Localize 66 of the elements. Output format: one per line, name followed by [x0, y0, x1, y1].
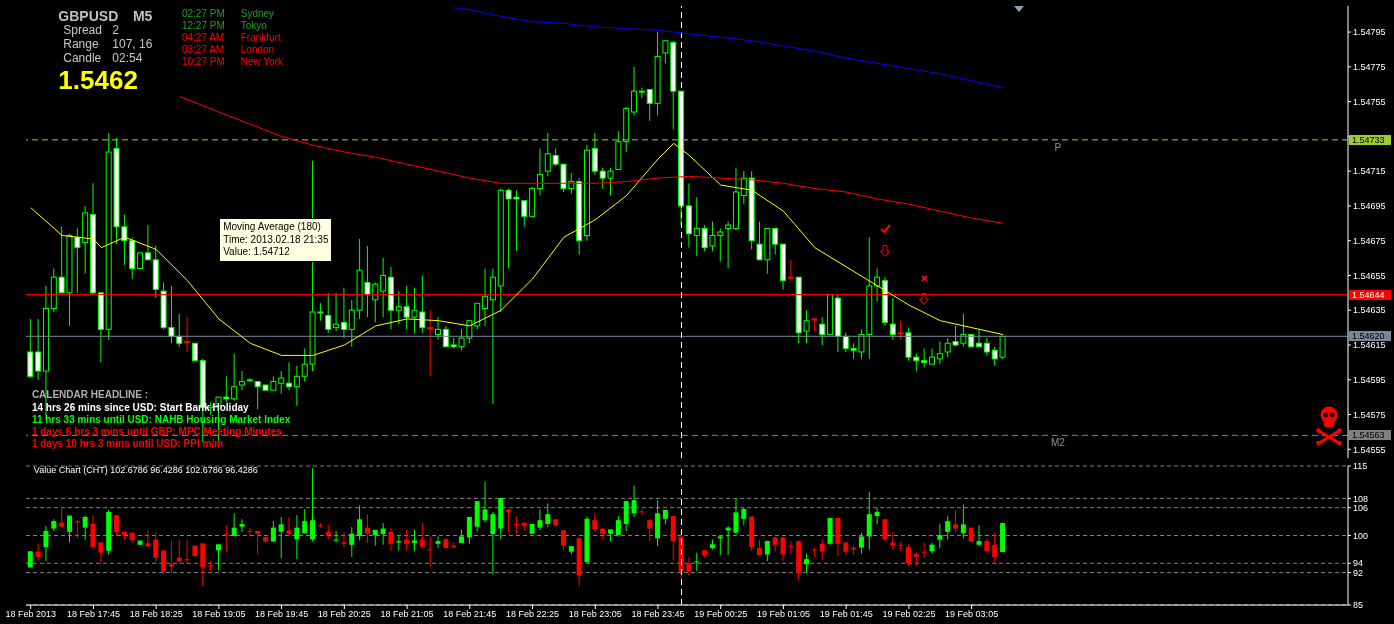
ref-line-label: 1.54644 — [1349, 289, 1391, 300]
annotation: Time: 2013.02.18 21:35 — [223, 233, 329, 246]
annotation: Tokyo — [240, 20, 267, 32]
y-tick-label: 1.54635 — [1353, 305, 1386, 316]
annotation: 1.5462 — [58, 65, 138, 96]
x-tick-label: 18 Feb 19:05 — [192, 609, 246, 620]
y-tick-label: 100 — [1353, 530, 1369, 541]
x-tick-label: 18 Feb 20:25 — [317, 609, 371, 620]
annotation: Spread — [63, 23, 102, 38]
x-tick-label: 18 Feb 21:05 — [380, 609, 434, 620]
ref-line-label: 1.54733 — [1349, 134, 1391, 145]
x-tick-label: 18 Feb 19:45 — [255, 609, 309, 620]
annotation: P — [1054, 141, 1062, 154]
y-tick-label: 94 — [1353, 558, 1364, 569]
y-tick-label: 1.54655 — [1353, 270, 1386, 281]
y-tick-label: 1.54755 — [1353, 96, 1386, 107]
annotation: Value: 1.54712 — [223, 246, 291, 259]
annotation: Range — [63, 37, 99, 52]
y-tick-label: 1.54595 — [1353, 374, 1386, 385]
annotation: 02:54 — [112, 51, 143, 66]
y-tick-label: 1.54555 — [1353, 444, 1386, 455]
y-tick-label: 108 — [1353, 493, 1369, 504]
x-tick-label: 18 Feb 18:25 — [129, 609, 183, 620]
annotation: M2 — [1050, 437, 1065, 449]
ref-line-label: 1.54563 — [1349, 430, 1391, 441]
x-tick-label: 19 Feb 01:45 — [819, 609, 873, 620]
x-tick-label: 19 Feb 02:25 — [882, 609, 936, 620]
y-tick-label: 1.54775 — [1353, 62, 1386, 73]
annotation: 04:27 AM — [181, 32, 225, 44]
y-tick-label: 1.54695 — [1353, 201, 1386, 212]
annotation: 107, 16 — [112, 37, 153, 52]
y-tick-label: 1.54795 — [1353, 27, 1386, 38]
annotation: New York — [240, 56, 284, 68]
x-tick-label: 19 Feb 01:05 — [756, 609, 810, 620]
y-tick-label: 1.54575 — [1353, 409, 1386, 420]
y-tick-label: 92 — [1353, 567, 1364, 578]
chart-title: Value Chart (CHT) 102.6786 96.4286 102.6786 96.4286 — [33, 465, 258, 476]
annotation: Moving Average (180) — [223, 221, 322, 234]
y-tick-label: 1.54615 — [1353, 340, 1386, 351]
annotation: Candle — [63, 51, 102, 66]
x-tick-label: 18 Feb 22:25 — [506, 609, 560, 620]
ref-line-label: 1.54620 — [1349, 331, 1391, 342]
y-tick-label: 85 — [1353, 600, 1364, 611]
x-tick-label: 18 Feb 23:45 — [631, 609, 685, 620]
annotation: London — [240, 44, 275, 56]
y-tick-label: 115 — [1353, 461, 1368, 472]
annotation: Frankfurt — [240, 32, 281, 44]
chart-title: GBPUSD — [58, 8, 119, 25]
annotation: 03:27 AM — [181, 44, 225, 56]
x-tick-label: 19 Feb 00:25 — [694, 609, 748, 620]
annotation: 2 — [112, 23, 119, 38]
x-tick-label: 19 Feb 03:05 — [945, 609, 999, 620]
chart-subtitle: M5 — [132, 8, 153, 25]
annotation: 02:27 PM — [181, 8, 225, 20]
x-tick-label: 18 Feb 2013 — [5, 609, 56, 620]
tooltip-box: Moving Average (180) Time: 2013.02.18 21:35 Value: 1.54712 — [219, 218, 333, 262]
y-tick-label: 1.54715 — [1353, 166, 1386, 177]
x-tick-label: 18 Feb 21:45 — [443, 609, 497, 620]
x-tick-label: 18 Feb 17:45 — [66, 609, 120, 620]
y-tick-label: 1.54675 — [1353, 235, 1386, 246]
annotation: 10:27 PM — [181, 56, 225, 68]
annotation: Sydney — [240, 8, 275, 20]
annotation: 1 days 10 hrs 3 mins until USD: PPI m/m — [31, 438, 224, 450]
annotation: 12:27 PM — [181, 20, 225, 32]
x-tick-label: 18 Feb 23:05 — [568, 609, 622, 620]
y-tick-label: 106 — [1353, 502, 1369, 513]
